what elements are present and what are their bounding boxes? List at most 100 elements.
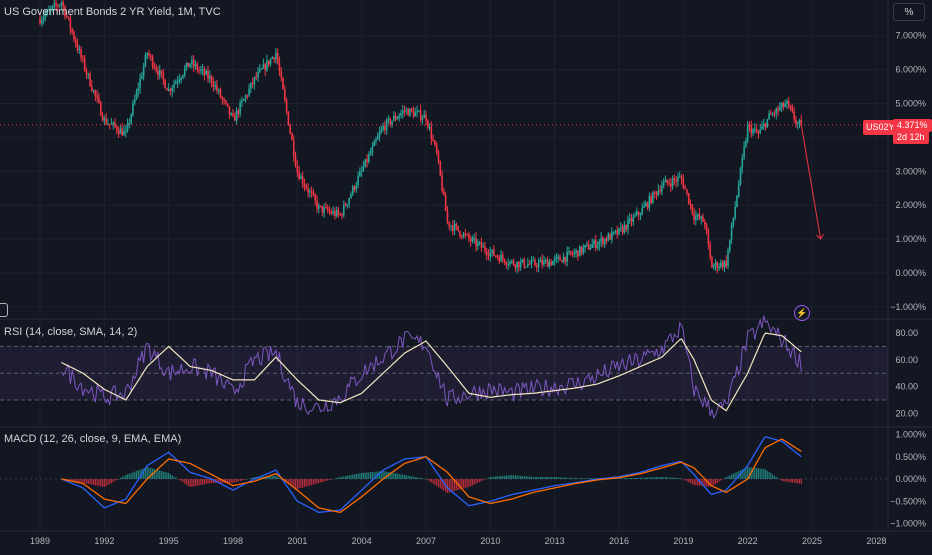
candle xyxy=(185,62,188,69)
lightning-icon[interactable]: ⚡ xyxy=(794,305,810,321)
macd-histogram-bar xyxy=(348,475,350,479)
candle xyxy=(226,103,229,107)
candle xyxy=(462,233,465,238)
macd-histogram-bar xyxy=(121,476,123,479)
macd-histogram-bar xyxy=(219,479,222,484)
candle xyxy=(718,266,720,269)
candle xyxy=(475,237,477,247)
candle xyxy=(219,89,222,98)
macd-histogram-bar xyxy=(450,479,452,493)
candle xyxy=(44,14,47,18)
candle xyxy=(443,191,445,195)
candle xyxy=(58,4,61,6)
macd-histogram-bar xyxy=(709,479,711,487)
candle xyxy=(124,130,127,132)
candle xyxy=(464,233,467,235)
macd-histogram-bar xyxy=(797,479,799,484)
candle xyxy=(148,53,150,56)
candle xyxy=(607,234,610,241)
macd-histogram-bar xyxy=(166,472,168,479)
candle xyxy=(618,228,620,235)
scale-mode-button[interactable]: % xyxy=(893,3,925,21)
macd-histogram-bar xyxy=(164,471,166,479)
macd-histogram-bar xyxy=(173,476,175,479)
candle xyxy=(754,128,756,130)
macd-histogram-bar xyxy=(393,472,395,479)
time-axis-label: 2001 xyxy=(287,536,307,546)
macd-histogram-bar xyxy=(76,479,79,483)
candle xyxy=(78,49,81,51)
macd-histogram-bar xyxy=(487,477,490,479)
macd-histogram-bar xyxy=(328,479,331,481)
candle xyxy=(192,60,195,67)
time-axis-label: 2007 xyxy=(416,536,436,546)
macd-histogram-bar xyxy=(382,470,384,479)
symbol-tag: US02Y xyxy=(863,120,898,135)
candle xyxy=(275,52,277,60)
candle xyxy=(71,28,73,33)
candle xyxy=(107,123,109,125)
candle xyxy=(175,81,177,84)
macd-histogram-bar xyxy=(779,479,781,480)
macd-histogram-bar xyxy=(386,471,388,479)
macd-histogram-bar xyxy=(252,477,254,479)
price-axis-label: 5.000% xyxy=(895,99,926,109)
rsi-band-background xyxy=(0,345,888,401)
projection-arrow xyxy=(800,124,822,240)
macd-histogram-bar xyxy=(618,478,620,479)
macd-histogram-bar xyxy=(425,479,427,480)
price-axis-label: 6.000% xyxy=(895,65,926,75)
macd-histogram-bar xyxy=(756,468,758,479)
candle xyxy=(49,8,52,10)
candle xyxy=(194,64,197,67)
candle xyxy=(51,5,54,9)
macd-histogram-bar xyxy=(75,479,77,482)
macd-histogram-bar xyxy=(189,479,191,488)
candle xyxy=(251,82,254,85)
macd-histogram-bar xyxy=(137,470,139,479)
candle xyxy=(101,115,104,121)
macd-histogram-bar xyxy=(781,479,783,481)
candle xyxy=(178,79,181,82)
macd-histogram-bar xyxy=(504,475,506,479)
candle xyxy=(99,102,102,116)
macd-histogram-bar xyxy=(239,479,241,482)
macd-histogram-bar xyxy=(243,479,245,481)
candle xyxy=(666,179,669,183)
macd-histogram-bar xyxy=(135,470,138,479)
price-candles xyxy=(39,0,803,274)
macd-histogram-bar xyxy=(582,478,584,479)
candle xyxy=(466,234,468,236)
candle xyxy=(711,257,713,268)
macd-histogram-bar xyxy=(148,467,150,479)
rsi-axis: 80.00 60.00 40.00 20.00 xyxy=(895,328,918,418)
candle xyxy=(233,116,236,121)
macd-histogram-bar xyxy=(271,475,273,479)
candle xyxy=(571,253,574,255)
candle xyxy=(460,235,463,238)
candle xyxy=(385,119,388,131)
macd-histogram-bar xyxy=(296,479,298,490)
candle xyxy=(448,221,451,227)
candle xyxy=(434,140,436,145)
macd-histogram-bar xyxy=(232,479,234,484)
macd-histogram-bar xyxy=(595,478,597,479)
macd-histogram-bar xyxy=(795,479,797,484)
macd-histogram-bar xyxy=(409,475,411,479)
candle xyxy=(319,205,322,207)
macd-histogram-bar xyxy=(80,479,82,483)
macd-histogram-bar xyxy=(638,477,640,479)
collapse-panel-icon[interactable] xyxy=(0,303,8,317)
candle xyxy=(362,166,365,171)
candle xyxy=(296,165,299,173)
macd-histogram-bar xyxy=(420,477,422,479)
macd-histogram-bar xyxy=(471,479,474,486)
candle xyxy=(330,211,333,214)
macd-histogram-bar xyxy=(400,474,402,479)
time-axis-label: 1989 xyxy=(30,536,50,546)
macd-axis-label: 1.000% xyxy=(895,430,926,440)
candle xyxy=(780,102,783,108)
macd-histogram-bar xyxy=(691,479,693,485)
candle xyxy=(589,247,592,250)
